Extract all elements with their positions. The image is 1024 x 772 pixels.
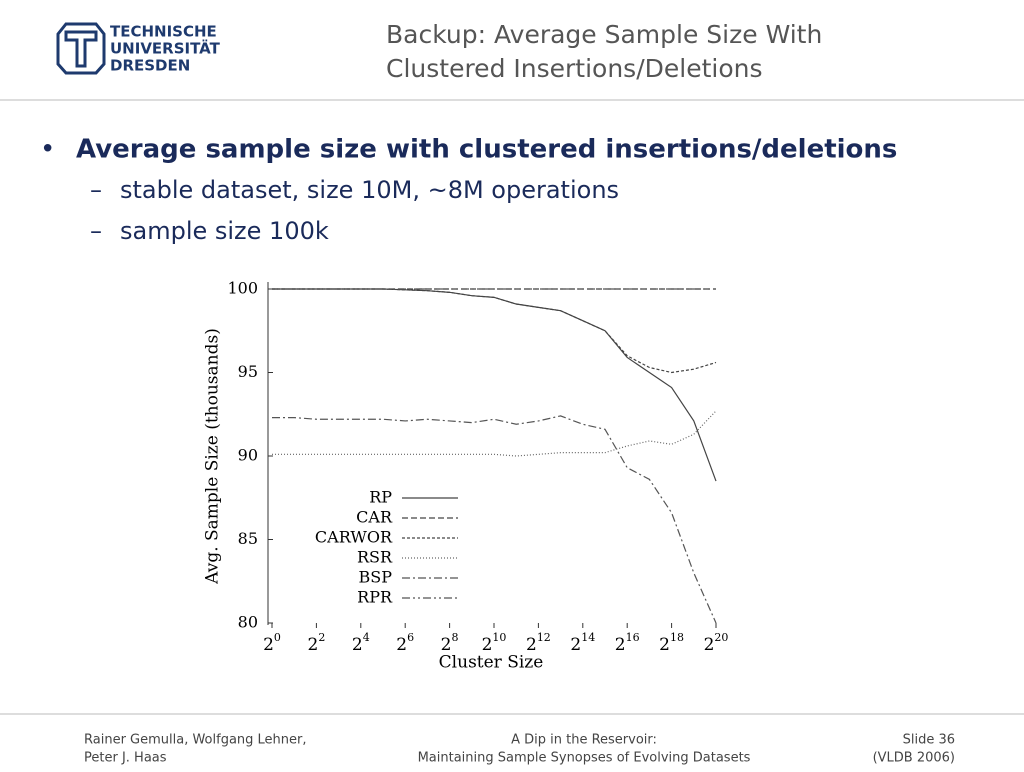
footer-text: Maintaining Sample Synopses of Evolving … <box>418 751 751 766</box>
logo: TECHNISCHE UNIVERSITÄT DRESDEN <box>56 22 221 75</box>
y-tick-label: 90 <box>238 446 258 465</box>
legend-label: RSR <box>357 548 393 567</box>
series-line <box>272 410 717 457</box>
logo-text: TECHNISCHE <box>110 23 217 41</box>
slide-title: Backup: Average Sample Size With <box>386 20 822 49</box>
series-line <box>272 288 717 482</box>
x-tick-label: 22 <box>307 631 325 655</box>
footer-text: A Dip in the Reservoir: <box>511 733 657 748</box>
chart: Cluster Size Avg. Sample Size (thousands… <box>203 279 729 673</box>
x-tick-label: 210 <box>482 631 507 655</box>
logo-text: UNIVERSITÄT <box>110 39 221 58</box>
legend-label: BSP <box>359 568 393 587</box>
y-axis-label: Avg. Sample Size (thousands) <box>203 328 223 585</box>
y-tick-label: 95 <box>238 362 258 381</box>
x-tick-label: 20 <box>263 631 281 655</box>
bullet: Average sample size with clustered inser… <box>76 135 897 165</box>
footer-text: Peter J. Haas <box>84 751 167 766</box>
slide-title: Clustered Insertions/Deletions <box>386 54 763 83</box>
legend-label: CARWOR <box>315 528 393 547</box>
x-tick-label: 220 <box>704 631 729 655</box>
y-tick-label: 80 <box>238 613 258 632</box>
sub-bullet: sample size 100k <box>120 217 329 245</box>
series-line <box>272 288 717 374</box>
logo-mark <box>64 30 98 68</box>
sub-bullet-dash: – <box>90 217 102 245</box>
footer-text: Rainer Gemulla, Wolfgang Lehner, <box>84 733 307 748</box>
sub-bullet: stable dataset, size 10M, ~8M operations <box>120 176 619 204</box>
footer-text: Slide 36 <box>903 733 955 748</box>
x-tick-label: 24 <box>352 631 370 655</box>
y-tick-label: 100 <box>227 279 258 298</box>
logo-text: DRESDEN <box>110 57 190 75</box>
x-tick-label: 218 <box>659 631 684 655</box>
sub-bullet-dash: – <box>90 176 102 204</box>
x-axis-label: Cluster Size <box>439 653 544 673</box>
logo-frame <box>56 22 106 75</box>
legend-label: CAR <box>356 508 393 527</box>
legend-label: RP <box>369 488 392 507</box>
x-tick-label: 214 <box>570 631 595 655</box>
legend-label: RPR <box>357 588 393 607</box>
y-tick-label: 85 <box>238 529 258 548</box>
series-line <box>272 415 717 624</box>
x-tick-label: 212 <box>526 631 551 655</box>
x-tick-label: 216 <box>615 631 640 655</box>
footer-text: (VLDB 2006) <box>873 751 955 766</box>
bullet-dot: • <box>40 135 55 165</box>
x-tick-label: 26 <box>396 631 414 655</box>
x-tick-label: 28 <box>441 631 459 655</box>
